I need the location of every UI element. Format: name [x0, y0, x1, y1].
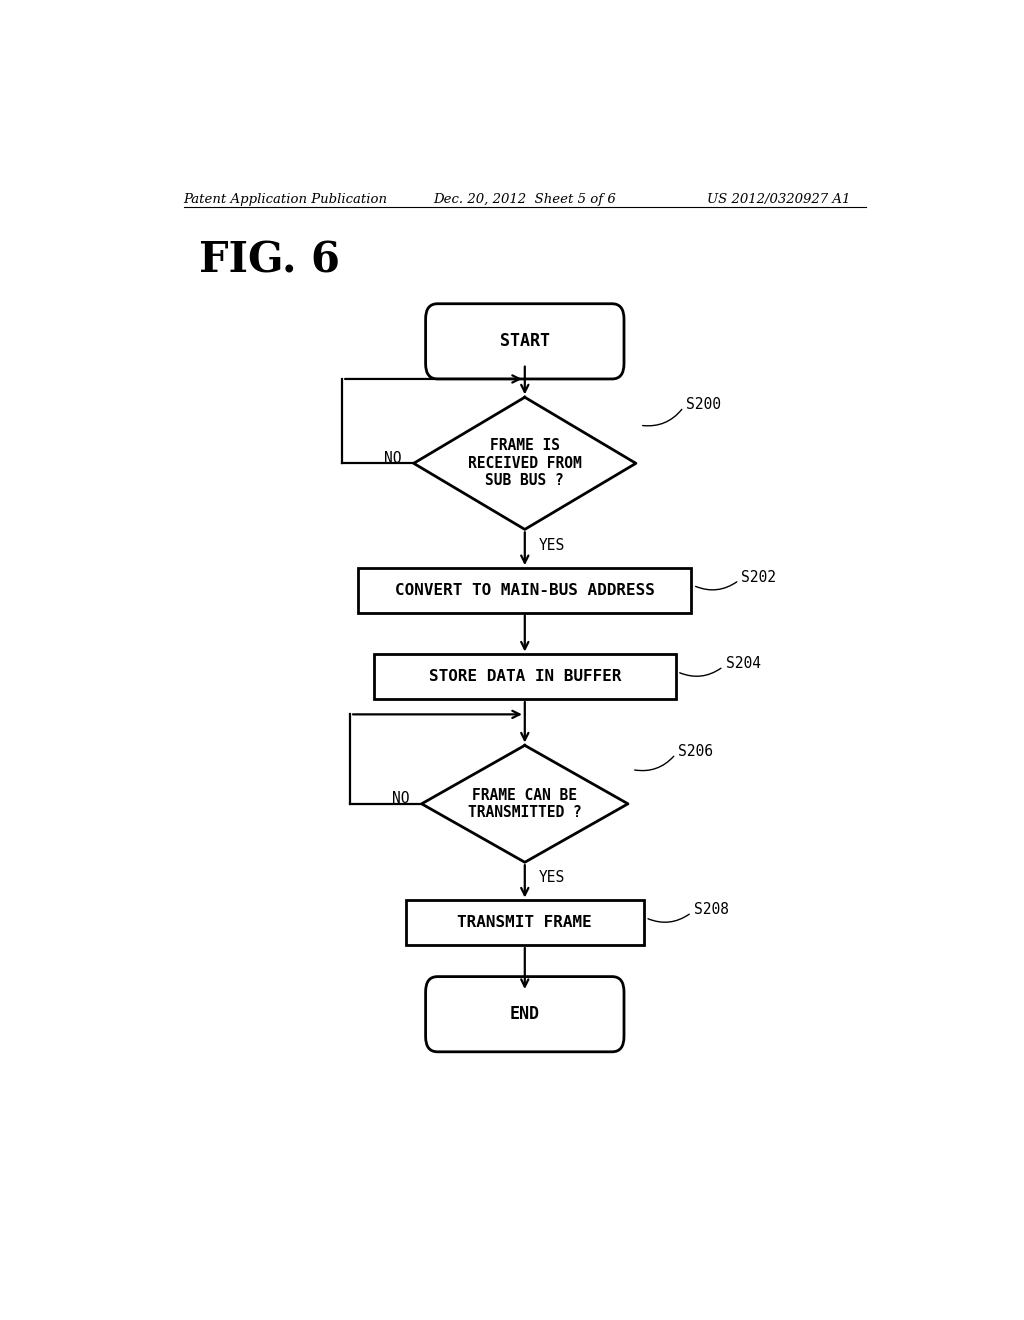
- Text: S204: S204: [726, 656, 761, 671]
- FancyBboxPatch shape: [426, 977, 624, 1052]
- Text: YES: YES: [539, 537, 565, 553]
- FancyBboxPatch shape: [426, 304, 624, 379]
- Bar: [358, 568, 691, 612]
- Text: NO: NO: [384, 450, 401, 466]
- Text: S208: S208: [694, 902, 729, 917]
- Text: START: START: [500, 333, 550, 350]
- Text: STORE DATA IN BUFFER: STORE DATA IN BUFFER: [429, 669, 621, 684]
- Polygon shape: [414, 397, 636, 529]
- Text: S206: S206: [678, 743, 713, 759]
- Text: TRANSMIT FRAME: TRANSMIT FRAME: [458, 915, 592, 931]
- Text: S200: S200: [686, 396, 721, 412]
- Bar: [374, 655, 676, 700]
- Polygon shape: [422, 746, 628, 862]
- Text: END: END: [510, 1006, 540, 1023]
- Text: US 2012/0320927 A1: US 2012/0320927 A1: [708, 193, 851, 206]
- Text: FIG. 6: FIG. 6: [200, 240, 340, 281]
- Text: FRAME CAN BE
TRANSMITTED ?: FRAME CAN BE TRANSMITTED ?: [468, 788, 582, 820]
- Text: YES: YES: [539, 870, 565, 886]
- Text: NO: NO: [392, 791, 410, 807]
- Text: Dec. 20, 2012  Sheet 5 of 6: Dec. 20, 2012 Sheet 5 of 6: [433, 193, 616, 206]
- Text: S202: S202: [741, 570, 776, 585]
- Text: Patent Application Publication: Patent Application Publication: [183, 193, 387, 206]
- Text: FRAME IS
RECEIVED FROM
SUB BUS ?: FRAME IS RECEIVED FROM SUB BUS ?: [468, 438, 582, 488]
- Text: CONVERT TO MAIN-BUS ADDRESS: CONVERT TO MAIN-BUS ADDRESS: [395, 583, 654, 598]
- Bar: [406, 900, 644, 945]
